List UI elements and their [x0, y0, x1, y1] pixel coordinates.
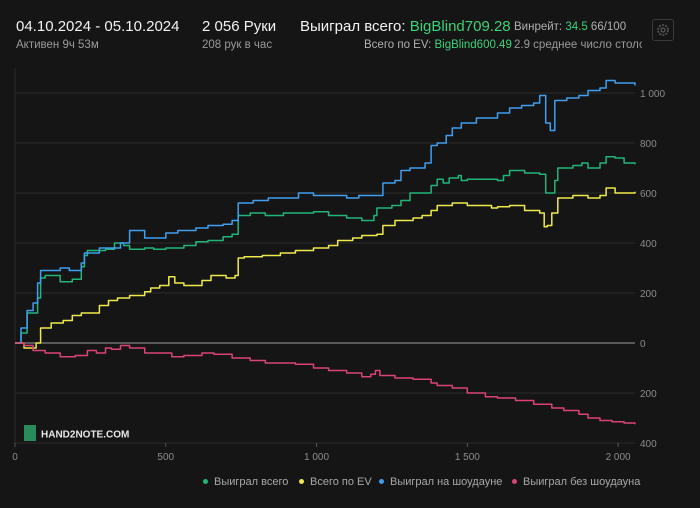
gear-icon [657, 24, 669, 36]
y-axis: 400 200 0 200 400 600 800 1 000 [640, 89, 665, 450]
legend-label-won-total: Выиграл всего [214, 476, 289, 488]
y-tick-label: 200 [640, 389, 657, 400]
legend-dot [512, 478, 517, 484]
legend-item-no-showdown[interactable]: Выиграл без шоудауна [512, 476, 640, 488]
legend-item-won-total[interactable]: Выиграл всего [203, 476, 288, 488]
legend-dot [203, 478, 208, 484]
winrate-extra: 66/100 [590, 21, 627, 33]
legend-item-ev-total[interactable]: Всего по EV [299, 476, 372, 488]
ev-total: Всего по EV: BigBlind600.49 [364, 39, 512, 51]
y-tick-label: 600 [640, 189, 657, 200]
avg-tables: 2.9 среднее число столов [514, 39, 642, 51]
series-line-won-total [15, 156, 636, 344]
won-total-label: Выиграл всего: [300, 18, 406, 35]
legend-item-showdown[interactable]: Выиграл на шоудауне [379, 476, 502, 488]
y-tick-label: 200 [640, 289, 657, 300]
hands-count: 2 056 Руки [202, 18, 277, 35]
active-time: Активен 9ч 53м [16, 39, 99, 51]
x-tick-label: 1 000 [304, 452, 329, 463]
legend-dot [379, 478, 384, 484]
settings-button[interactable] [652, 19, 674, 41]
winnings-chart: 0 500 1 000 1 500 2 000 400 200 0 200 400 600 800 1… [12, 68, 665, 463]
logo-text: HAND2NOTE.COM [41, 430, 129, 441]
ev-total-value: BigBlind600.49 [434, 39, 512, 51]
grid [14, 68, 635, 444]
x-tick-label: 0 [12, 452, 18, 463]
header: 04.10.2024 - 05.10.2024 Активен 9ч 53м 2… [0, 0, 700, 60]
x-axis: 0 500 1 000 1 500 2 000 [12, 443, 631, 463]
winrate: Винрейт: 34.5 66/100 [514, 21, 626, 33]
series-line-ev-total [15, 187, 636, 349]
hands-per-hour: 208 рук в час [202, 39, 273, 51]
y-tick-label: 0 [640, 339, 646, 350]
legend-label-no-showdown: Выиграл без шоудауна [523, 476, 641, 488]
x-tick-label: 1 500 [455, 452, 480, 463]
logo-mark [24, 425, 36, 441]
ev-total-label: Всего по EV: [364, 39, 432, 51]
legend-label-ev-total: Всего по EV [310, 476, 372, 488]
y-tick-label: 1 000 [640, 89, 665, 100]
date-range: 04.10.2024 - 05.10.2024 [16, 18, 180, 35]
y-tick-label: 400 [640, 239, 657, 250]
won-total: Выиграл всего: BigBlind709.28 [300, 18, 511, 35]
x-tick-label: 2 000 [606, 452, 631, 463]
winrate-label: Винрейт: [514, 21, 563, 33]
x-tick-label: 500 [157, 452, 174, 463]
won-total-value: BigBlind709.28 [409, 18, 511, 35]
series-line-showdown [15, 79, 636, 344]
legend-label-showdown: Выиграл на шоудауне [390, 476, 503, 488]
winrate-value: 34.5 [565, 21, 588, 33]
y-tick-label: 400 [640, 439, 657, 450]
logo: HAND2NOTE.COM [24, 425, 129, 441]
legend-dot [299, 478, 304, 484]
y-tick-label: 800 [640, 139, 657, 150]
series-lines [15, 79, 636, 425]
series-line-no-showdown [15, 342, 636, 425]
